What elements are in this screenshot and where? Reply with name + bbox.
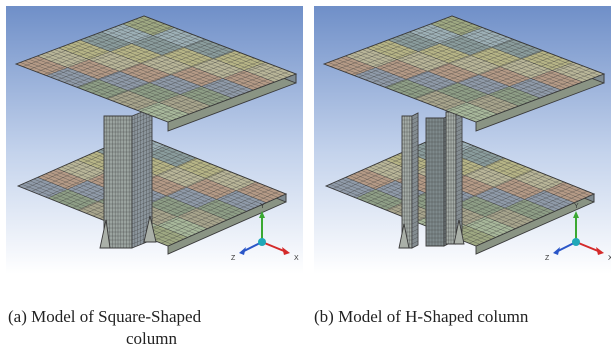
caption-line-2: column — [126, 329, 177, 348]
top-plate-mesh-lines — [328, 17, 600, 121]
caption-square-column: (a) Model of Square-Shaped column — [8, 306, 305, 350]
top-plate-outline — [14, 15, 298, 123]
z-axis-head — [553, 247, 560, 255]
model-square-column-panel: Y X Z — [6, 6, 303, 274]
x-axis-head — [282, 247, 290, 255]
square-column-side-mesh — [131, 109, 153, 247]
h-flange-left-side-mesh — [411, 114, 419, 247]
square-column-mesh-view: Y X Z — [6, 6, 303, 274]
y-axis-head — [259, 211, 265, 218]
z-axis-label: Z — [231, 255, 236, 262]
y-axis-label: Y — [260, 203, 265, 210]
y-axis-head — [573, 211, 579, 218]
square-column-model — [14, 15, 298, 255]
model-h-column-panel: Y X Z — [314, 6, 611, 274]
coordinate-triad: Y X Z — [231, 203, 299, 262]
h-flange-left-side-face — [411, 112, 419, 249]
h-flange-right-front-mesh — [446, 112, 456, 244]
caption-line-1: (a) Model of Square-Shaped — [8, 307, 202, 326]
triad-origin — [572, 238, 580, 246]
stiffener-right — [143, 215, 157, 243]
caption-h-column: (b) Model of H-Shaped column — [314, 307, 529, 326]
z-axis-label: Z — [545, 255, 550, 262]
h-flange-right-side-mesh — [455, 110, 463, 243]
x-axis-head — [596, 247, 604, 255]
x-axis-label: X — [608, 255, 611, 262]
top-plate-mesh-lines — [20, 17, 292, 121]
stiffener-left — [99, 219, 111, 249]
stiffener-right — [453, 219, 465, 245]
square-column-front-mesh — [104, 116, 132, 248]
y-axis-label: Y — [574, 203, 579, 210]
h-column-mesh-view: Y X Z — [314, 6, 611, 274]
stiffener-left — [398, 223, 410, 249]
x-axis-label: X — [294, 255, 299, 262]
h-web-front-mesh — [426, 118, 444, 246]
triad-origin — [258, 238, 266, 246]
z-axis-head — [239, 247, 246, 255]
top-plate-outline — [322, 15, 606, 123]
coordinate-triad: Y X Z — [545, 203, 611, 262]
h-column-model — [322, 15, 606, 255]
